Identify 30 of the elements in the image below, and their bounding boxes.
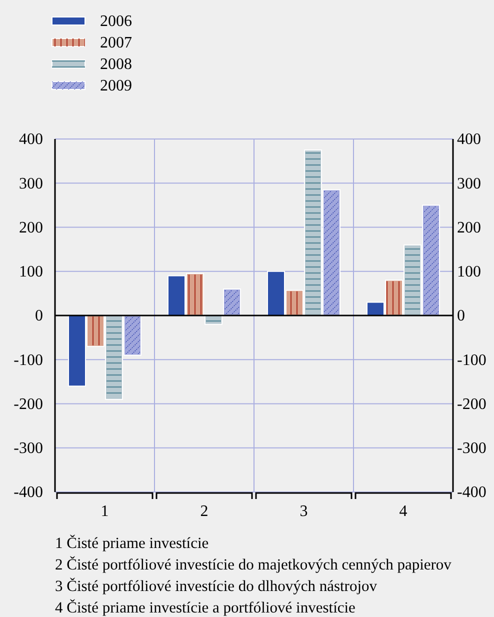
legend-label: 2007 [100,34,132,52]
y2-tick-label: -300 [457,440,486,457]
y2-tick-label: -100 [457,352,486,369]
y2-tick-label: 100 [457,263,481,280]
legend-label: 2006 [100,13,132,30]
y2-tick-label: 0 [457,308,465,325]
x-tick-label: 2 [200,503,208,520]
y2-tick-label: -400 [457,484,486,502]
y2-tick-label: 400 [457,131,481,148]
text: 4 Čisté priame investície a portfóliové investície [55,598,356,616]
text: 1 Čisté priame investície [55,534,209,552]
text: 2 Čisté portfóliové investície do majetkových cenných papierov [55,556,452,574]
y-tick-label: -100 [14,352,43,369]
legend-label: 2009 [100,78,132,94]
y-tick-label: 100 [19,263,43,280]
legend-label: 2008 [100,56,132,73]
y-tick-label: -300 [14,440,43,457]
y-tick-label: 300 [19,175,43,192]
y-tick-label: -200 [14,396,43,413]
x-tick-label: 3 [300,503,308,520]
y2-tick-label: -200 [457,396,486,413]
text: 3 Čisté portfóliové investície do dlhových nástrojov [55,577,378,595]
x-tick-label: 1 [100,503,109,520]
y-tick-label: 200 [19,219,43,236]
y2-tick-label: 200 [457,219,481,236]
x-tick-label: 4 [399,503,408,520]
y-tick-label: 400 [19,131,43,148]
y2-tick-label: 300 [457,175,481,192]
y-tick-label: 0 [35,308,43,325]
y-tick-label: -400 [14,484,43,502]
